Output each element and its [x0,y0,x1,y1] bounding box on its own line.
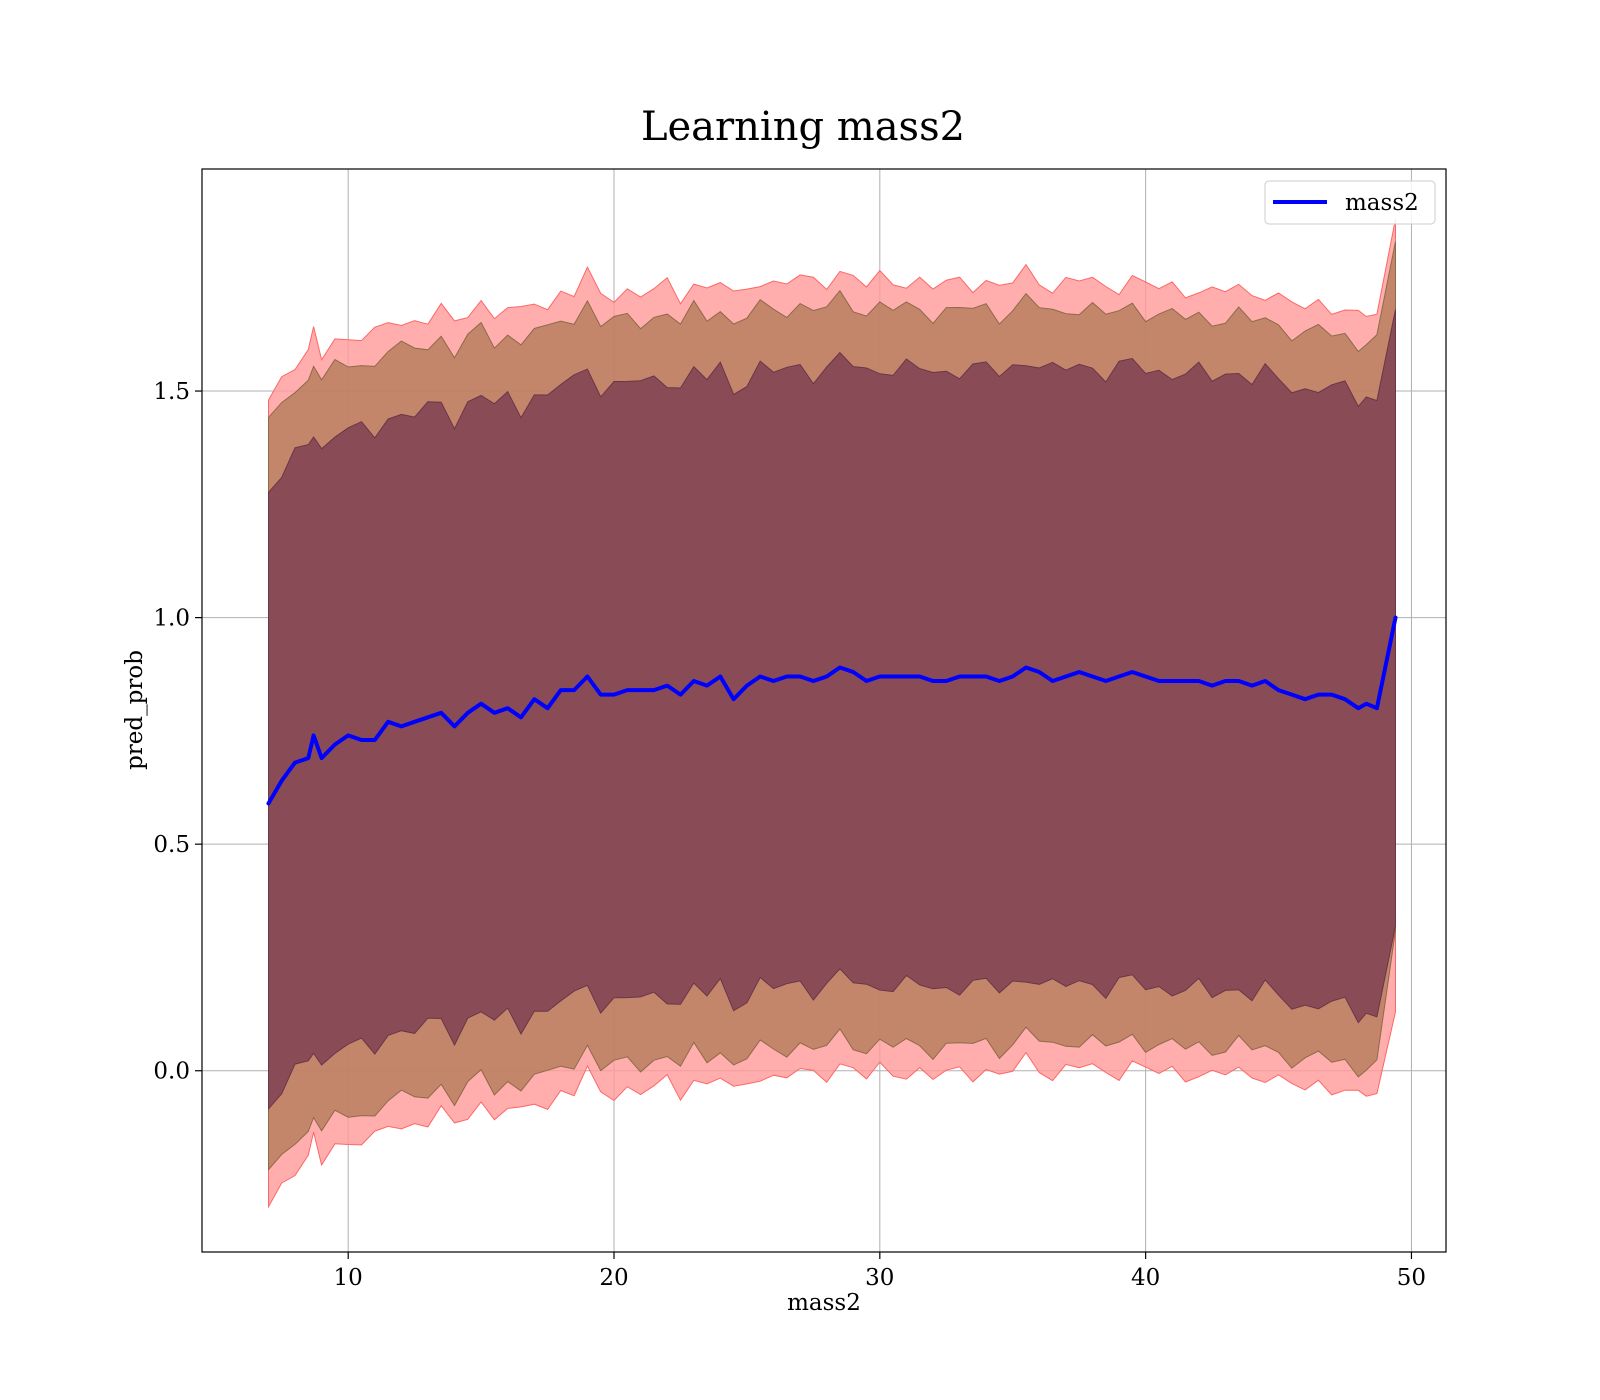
x-tick-label: 30 [865,1265,894,1291]
series-line-mass2 [266,615,1398,806]
y-ticks: 0.0 0.5 1.0 1.5 [153,379,202,1085]
x-tick-label: 20 [599,1265,628,1291]
y-tick-label: 0.5 [153,832,190,858]
confidence-band-3 [268,309,1396,1111]
y-tick-label: 1.5 [153,379,190,405]
legend: mass2 [1264,180,1436,225]
line-layer [266,615,1398,806]
legend-box [1264,180,1436,225]
plot-area: 10 20 30 40 50 0.0 0.5 1.0 1.5 [153,168,1447,1291]
band-layer [268,218,1396,1209]
y-tick-label: 1.0 [153,606,190,632]
x-tick-label: 10 [334,1265,363,1291]
x-axis-label: mass2 [787,1290,861,1316]
y-tick-label: 0.0 [153,1059,190,1085]
y-axis-label: pred_prob [122,650,148,770]
axes-frame [201,168,1447,1253]
x-tick-label: 40 [1131,1265,1160,1291]
x-ticks: 10 20 30 40 50 [334,1252,1426,1291]
legend-label-mass2: mass2 [1345,190,1419,216]
x-tick-label: 50 [1397,1265,1426,1291]
chart-title: Learning mass2 [641,104,965,150]
